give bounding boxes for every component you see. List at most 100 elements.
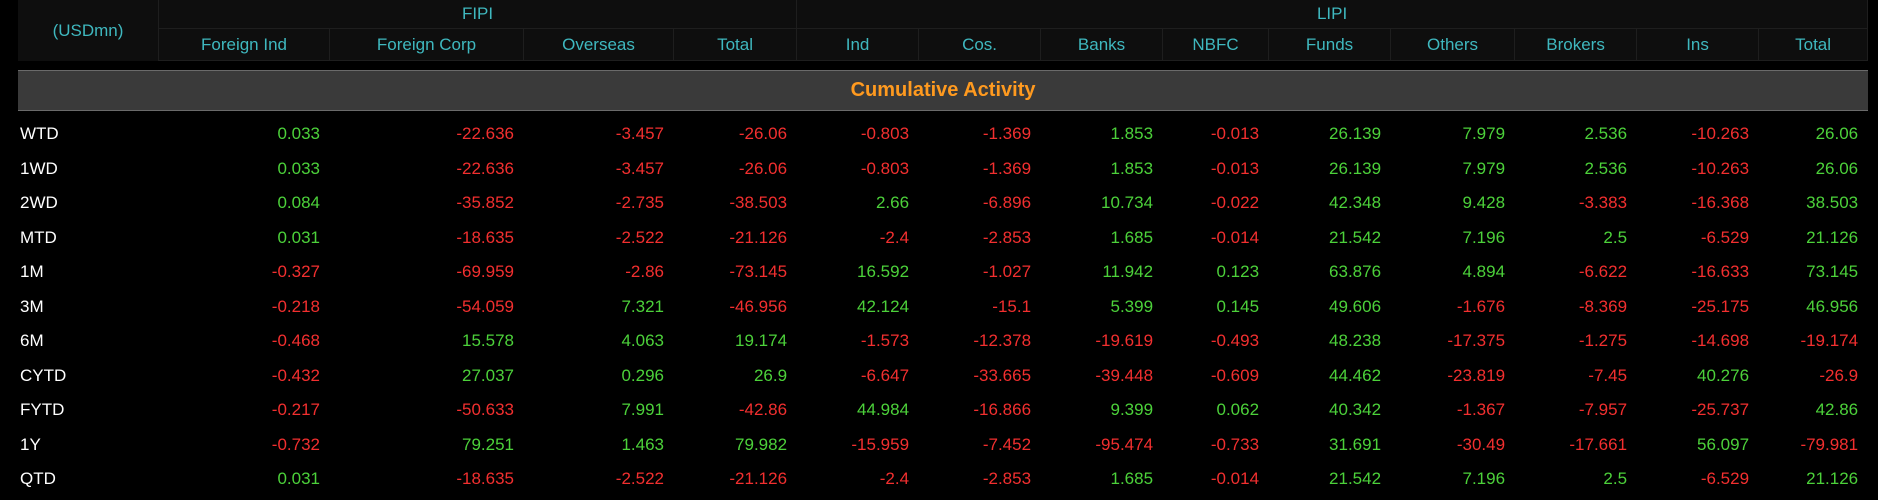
table-cell: -2.853 — [982, 227, 1032, 247]
table-cell: -1.573 — [860, 331, 910, 351]
table-cell: -22.636 — [456, 158, 514, 178]
table-cell: -1.369 — [982, 158, 1032, 178]
table-row: 1Y -0.732 79.251 1.463 79.982 -15.959 -7.452 -9… — [18, 428, 1868, 463]
unit-label: (USDmn) — [18, 0, 159, 61]
row-label: QTD — [20, 469, 56, 489]
table-cell: -12.378 — [973, 331, 1032, 351]
table-cell: -26.06 — [738, 124, 788, 144]
table-cell: 1.685 — [1110, 469, 1154, 489]
table-cell: 42.348 — [1329, 193, 1382, 213]
row-label: CYTD — [20, 365, 67, 385]
table-row: 2WD 0.084 -35.852 -2.735 -38.503 2.66 -6.896 10… — [18, 186, 1868, 221]
table-cell: 1.685 — [1110, 227, 1154, 247]
table-cell: -1.367 — [1456, 400, 1506, 420]
table-cell: 7.196 — [1462, 469, 1506, 489]
table-cell: -0.013 — [1210, 158, 1260, 178]
table-body: Cumulative Activity WTD 0.033 -22.636 -3.45… — [18, 61, 1869, 497]
table-cell: -73.145 — [729, 262, 788, 282]
row-label: WTD — [20, 124, 59, 144]
table-cell: -3.457 — [615, 124, 664, 144]
table-cell: -7.45 — [1588, 365, 1628, 385]
table-cell: 0.145 — [1216, 296, 1260, 316]
column-header: Funds — [1269, 29, 1392, 61]
table-cell: 27.037 — [462, 365, 514, 385]
row-label: FYTD — [20, 400, 65, 420]
section-header: Cumulative Activity — [18, 70, 1869, 111]
table-cell: 31.691 — [1329, 434, 1382, 454]
table-cell: -26.06 — [738, 158, 788, 178]
column-header: Cos. — [919, 29, 1042, 61]
flows-table: (USDmn) FIPI LIPI Foreign Ind Foreign Cor… — [18, 0, 1869, 497]
table-cell: 38.503 — [1806, 193, 1859, 213]
table-cell: -2.522 — [615, 227, 664, 247]
table-cell: 0.084 — [277, 193, 320, 213]
table-cell: -14.698 — [1691, 331, 1750, 351]
table-cell: -0.022 — [1210, 193, 1260, 213]
table-cell: 7.979 — [1462, 124, 1506, 144]
table-cell: -0.733 — [1210, 434, 1260, 454]
column-header: Foreign Ind — [159, 29, 330, 61]
table-cell: 0.062 — [1216, 400, 1260, 420]
table-cell: -10.263 — [1691, 158, 1750, 178]
table-cell: -0.803 — [860, 124, 910, 144]
section-title: Cumulative Activity — [18, 70, 1869, 111]
table-cell: -0.217 — [271, 400, 320, 420]
column-header: Foreign Corp — [330, 29, 524, 61]
table-cell: 26.06 — [1815, 124, 1859, 144]
table-row: MTD 0.031 -18.635 -2.522 -21.126 -2.4 -2.853 1.… — [18, 221, 1868, 256]
table-cell: 79.251 — [462, 434, 514, 454]
table-cell: 26.139 — [1329, 158, 1382, 178]
table-cell: -10.263 — [1691, 124, 1750, 144]
column-header: Brokers — [1515, 29, 1638, 61]
table-cell: 79.982 — [735, 434, 788, 454]
table-cell: 2.66 — [875, 193, 910, 213]
table-cell: -6.622 — [1578, 262, 1628, 282]
group-header-lipi: LIPI — [797, 0, 1869, 29]
table-cell: -95.474 — [1095, 434, 1154, 454]
table-cell: -79.981 — [1800, 434, 1859, 454]
table-header: (USDmn) FIPI LIPI Foreign Ind Foreign Cor… — [18, 0, 1869, 61]
table-cell: 40.276 — [1697, 365, 1750, 385]
table-cell: -0.327 — [271, 262, 320, 282]
table-cell: -7.957 — [1578, 400, 1628, 420]
table-cell: 2.536 — [1584, 124, 1628, 144]
table-cell: -0.493 — [1210, 331, 1260, 351]
table-cell: -16.633 — [1691, 262, 1750, 282]
table-cell: -39.448 — [1095, 365, 1154, 385]
table-cell: 44.984 — [857, 400, 910, 420]
table-cell: 9.399 — [1110, 400, 1154, 420]
table-cell: 7.979 — [1462, 158, 1506, 178]
table-cell: -35.852 — [456, 193, 514, 213]
table-cell: -19.174 — [1800, 331, 1859, 351]
table-cell: 44.462 — [1329, 365, 1382, 385]
table-cell: -1.369 — [982, 124, 1032, 144]
table-cell: -30.49 — [1456, 434, 1506, 454]
table-cell: 5.399 — [1110, 296, 1154, 316]
column-header: Banks — [1041, 29, 1164, 61]
table-cell: 2.5 — [1603, 469, 1628, 489]
table-cell: -2.853 — [982, 469, 1032, 489]
table-cell: -50.633 — [456, 400, 514, 420]
table-cell: -6.896 — [982, 193, 1032, 213]
table-cell: 1.463 — [621, 434, 664, 454]
row-label: 1M — [20, 262, 44, 282]
table-cell: -18.635 — [456, 227, 514, 247]
table-cell: 21.542 — [1329, 227, 1382, 247]
table-cell: 40.342 — [1329, 400, 1382, 420]
table-cell: -15.959 — [851, 434, 910, 454]
table-cell: -18.635 — [456, 469, 514, 489]
table-cell: -3.383 — [1578, 193, 1628, 213]
table-cell: 26.06 — [1815, 158, 1859, 178]
table-row: WTD 0.033 -22.636 -3.457 -26.06 -0.803 -1.369 1… — [18, 117, 1868, 152]
column-header: Others — [1391, 29, 1516, 61]
table-cell: 56.097 — [1697, 434, 1750, 454]
table-cell: 49.606 — [1329, 296, 1382, 316]
table-cell: 21.126 — [1806, 227, 1859, 247]
table-cell: 21.126 — [1806, 469, 1859, 489]
table-cell: -25.737 — [1691, 400, 1750, 420]
table-cell: 4.063 — [621, 331, 664, 351]
table-cell: -2.522 — [615, 469, 664, 489]
table-cell: -23.819 — [1447, 365, 1506, 385]
table-cell: 73.145 — [1806, 262, 1859, 282]
table-cell: -21.126 — [729, 469, 788, 489]
